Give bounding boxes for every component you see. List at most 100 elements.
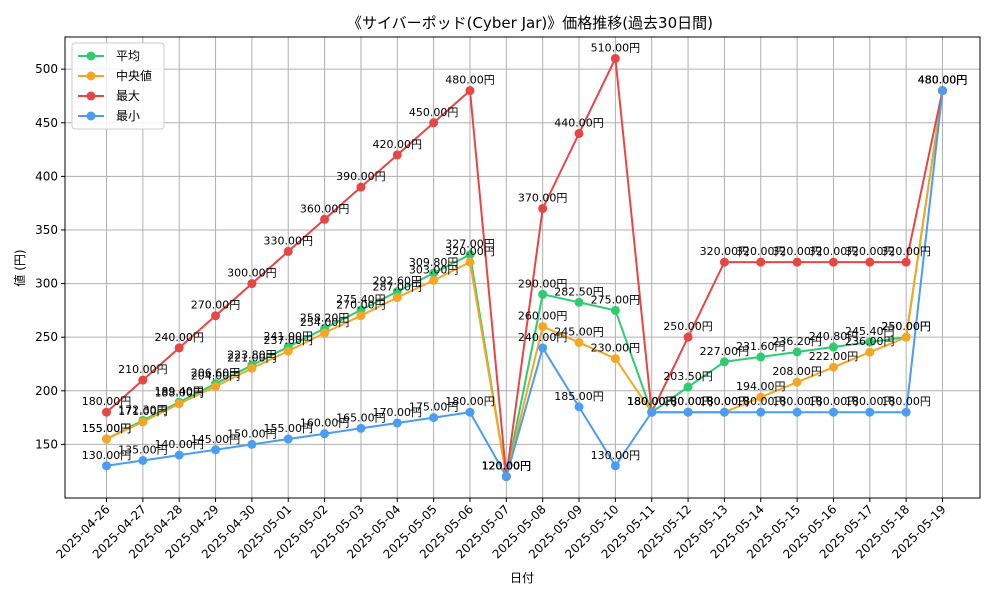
data-point [865, 347, 875, 357]
data-label: 208.00円 [772, 365, 822, 378]
data-label: 203.50円 [663, 370, 713, 383]
data-label: 320.00円 [845, 245, 895, 258]
chart-title: 《サイバーポッド(Cyber Jar)》価格推移(過去30日間) [347, 14, 713, 32]
data-point [828, 362, 838, 372]
data-point [756, 392, 766, 402]
data-label: 160.00円 [300, 417, 350, 430]
data-point [465, 86, 475, 96]
data-point [756, 352, 766, 362]
y-axis-label: 値 (円) [12, 249, 27, 286]
data-point [283, 434, 293, 444]
series-line [106, 90, 944, 477]
data-point [138, 375, 148, 385]
data-label: 210.00円 [118, 363, 168, 376]
data-label: 171.00円 [118, 405, 168, 418]
data-label: 275.40円 [336, 293, 386, 306]
data-point [756, 407, 766, 417]
data-label: 236.00円 [845, 335, 895, 348]
data-point [792, 407, 802, 417]
data-point [538, 321, 548, 331]
data-point [356, 311, 366, 321]
data-label: 240.00円 [518, 331, 568, 344]
data-label: 188.00円 [154, 387, 204, 400]
data-point [283, 246, 293, 256]
data-label: 480.00円 [918, 74, 968, 87]
data-label: 189.40円 [154, 385, 204, 398]
data-label: 155.00円 [82, 422, 132, 435]
data-point [283, 346, 293, 356]
data-point [211, 382, 221, 392]
data-label: 450.00円 [409, 106, 459, 119]
data-point [719, 257, 729, 267]
data-label: 275.00円 [591, 293, 641, 306]
data-label: 237.00円 [263, 334, 313, 347]
data-point [356, 423, 366, 433]
y-axis: 150 200 250 300 350 400 450 500 [35, 62, 65, 451]
data-point [938, 86, 947, 96]
data-label: 282.50円 [554, 285, 604, 298]
legend-label: 最大 [116, 89, 140, 103]
series-line [105, 54, 944, 477]
data-label: 260.00円 [518, 309, 568, 322]
data-label: 320.00円 [736, 245, 786, 258]
legend-swatch-marker [86, 91, 96, 101]
data-label: 135.00円 [118, 443, 168, 456]
data-point [392, 150, 402, 160]
data-point [828, 342, 838, 352]
data-point [574, 338, 584, 348]
y-tick-label: 300 [35, 277, 58, 291]
data-point [719, 357, 729, 367]
data-label: 440.00円 [554, 116, 604, 129]
data-point [211, 445, 221, 455]
data-point [792, 257, 802, 267]
data-label: 180.00円 [845, 395, 895, 408]
data-label: 250.00円 [881, 320, 931, 333]
legend-label: 中央値 [116, 68, 152, 83]
data-label: 320.00円 [809, 245, 859, 258]
data-point [683, 407, 693, 417]
data-label: 120.00円 [482, 460, 532, 473]
data-label: 303.00円 [409, 263, 459, 276]
legend-swatch-marker [86, 51, 96, 61]
data-point [792, 377, 802, 387]
data-label: 230.00円 [591, 342, 641, 355]
data-point [465, 257, 475, 267]
data-point [247, 363, 257, 373]
series-lines [102, 53, 947, 482]
data-point [138, 455, 148, 465]
data-label: 180.00円 [736, 395, 786, 408]
data-point [828, 257, 838, 267]
data-label: 180.00円 [663, 395, 713, 408]
data-point [247, 279, 257, 289]
data-point [102, 407, 111, 417]
data-label: 180.00円 [663, 395, 713, 408]
data-label: 180.00円 [627, 395, 677, 408]
data-label: 130.00円 [591, 449, 641, 462]
data-point [574, 128, 584, 138]
data-label: 180.00円 [700, 395, 750, 408]
data-label: 180.00円 [700, 395, 750, 408]
data-point [683, 332, 693, 342]
data-label: 175.00円 [409, 401, 459, 414]
data-label: 180.00円 [627, 395, 677, 408]
data-label: 327.00円 [445, 238, 495, 251]
data-label: 140.00円 [154, 438, 204, 451]
data-label: 150.00円 [227, 427, 277, 440]
data-label: 180.00円 [445, 395, 495, 408]
data-label: 236.20円 [772, 335, 822, 348]
data-point [610, 461, 620, 471]
data-label: 227.00円 [700, 345, 750, 358]
data-point [320, 429, 330, 439]
data-label: 245.40円 [845, 325, 895, 338]
y-tick-label: 450 [35, 116, 58, 130]
data-label: 480.00円 [918, 74, 968, 87]
data-label: 204.00円 [191, 370, 241, 383]
data-label: 290.00円 [518, 277, 568, 290]
data-point [574, 402, 584, 412]
data-point [392, 418, 402, 428]
data-label: 287.00円 [373, 281, 423, 294]
data-point [647, 407, 657, 417]
data-point [574, 297, 584, 307]
data-point [538, 289, 548, 299]
